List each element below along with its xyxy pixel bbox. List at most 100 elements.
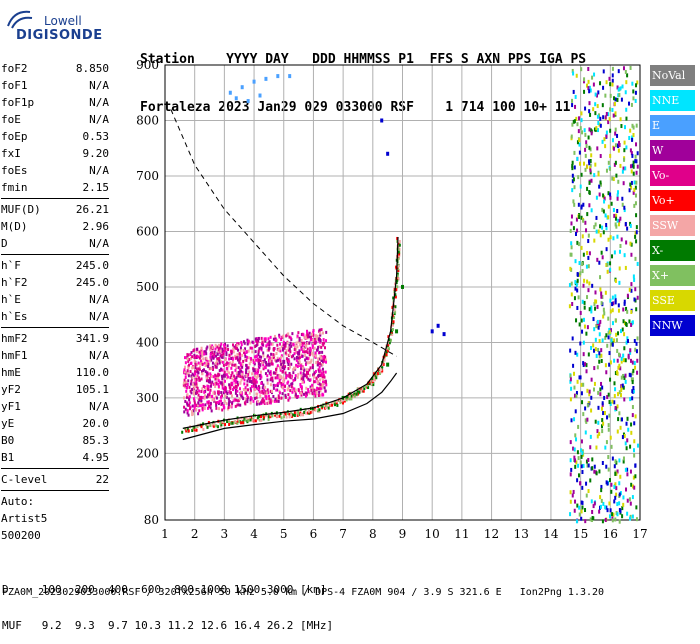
echo-point <box>245 350 248 354</box>
echo-point <box>319 378 322 382</box>
echo-point <box>202 369 205 373</box>
echo-point <box>321 376 324 380</box>
noise-point <box>610 328 613 333</box>
echo-point <box>281 370 284 374</box>
echo-point <box>209 347 212 351</box>
noise-point <box>629 501 632 506</box>
noise-point <box>589 170 592 175</box>
echo-point <box>232 343 235 347</box>
param-name: M(D) <box>1 220 28 233</box>
noise-point <box>609 166 612 171</box>
trace-point <box>352 395 355 399</box>
noise-point <box>623 346 626 351</box>
trace-point <box>325 406 328 410</box>
noise-point <box>569 440 572 445</box>
echo-point <box>241 373 244 377</box>
noise-point <box>576 278 579 283</box>
virtual-height-curve <box>182 236 399 429</box>
echo-point <box>307 377 310 381</box>
noise-point <box>633 485 636 490</box>
trace-point <box>362 389 365 393</box>
trace-point <box>371 377 374 381</box>
echo-point <box>318 328 321 332</box>
noise-point <box>618 458 621 463</box>
trace-point <box>258 414 261 418</box>
trace-point <box>326 405 329 409</box>
echo-point <box>256 340 259 344</box>
noise-point <box>602 314 605 319</box>
echo-point <box>252 399 255 403</box>
noise-point <box>592 82 595 87</box>
echo-point <box>252 382 255 386</box>
noise-point <box>600 301 603 306</box>
noise-point <box>634 90 637 95</box>
echo-point <box>246 396 249 400</box>
echo-point <box>252 384 255 388</box>
noise-point <box>588 85 591 90</box>
noise-point <box>587 264 590 269</box>
echo-point <box>211 380 214 384</box>
echo-point <box>302 378 305 382</box>
echo-point <box>299 382 302 386</box>
noise-point <box>582 463 585 468</box>
trace-point <box>342 401 345 405</box>
noise-point <box>622 353 625 358</box>
noise-point <box>601 294 604 299</box>
echo-point <box>248 362 251 366</box>
noise-point <box>611 321 614 326</box>
echo-point <box>287 362 290 366</box>
trace-point <box>350 397 353 401</box>
noise-point <box>599 180 602 185</box>
noise-point <box>611 295 614 300</box>
noise-point <box>607 204 610 209</box>
echo-point <box>247 356 250 360</box>
noise-point <box>577 129 580 134</box>
echo-point <box>272 371 275 375</box>
noise-point <box>632 190 635 195</box>
echo-point <box>286 359 289 363</box>
noise-point <box>606 262 609 267</box>
echo-point <box>267 394 270 398</box>
echo-point <box>224 349 227 353</box>
echo-point <box>268 355 271 359</box>
noise-point <box>570 281 573 286</box>
echo-point <box>241 363 244 367</box>
noise-point <box>616 208 619 213</box>
noise-point <box>618 508 621 513</box>
echo-point <box>210 367 213 371</box>
echo-point <box>196 391 199 395</box>
echo-point <box>255 344 258 348</box>
echo-point <box>186 357 189 361</box>
trace-point <box>398 247 401 251</box>
echo-point <box>318 350 321 354</box>
noise-point <box>596 146 599 151</box>
param-name: h`F <box>1 259 21 272</box>
echo-point <box>234 354 237 358</box>
trace-point <box>375 376 378 380</box>
echo-point <box>306 330 309 334</box>
echo-point <box>195 382 198 386</box>
trace-point <box>234 419 237 423</box>
noise-point <box>602 85 605 90</box>
noise-point <box>574 409 577 414</box>
echo-point <box>182 383 185 387</box>
echo-point <box>305 375 308 379</box>
echo-point <box>274 338 277 342</box>
y-tick-label: 400 <box>136 335 159 349</box>
echo-point <box>309 360 312 364</box>
trace-point <box>216 425 219 429</box>
noise-point <box>587 288 590 293</box>
echo-point <box>290 355 293 359</box>
noise-point <box>605 168 608 173</box>
echo-point <box>265 391 268 395</box>
param-value: 2.96 <box>82 220 110 233</box>
noise-point <box>614 216 617 221</box>
echo-point <box>198 389 201 393</box>
trace-point <box>395 288 398 292</box>
noise-point <box>631 396 634 401</box>
data-point <box>237 370 241 375</box>
noise-point <box>635 349 638 354</box>
noise-point <box>600 291 603 296</box>
noise-point <box>604 445 607 450</box>
echo-point <box>302 333 305 337</box>
